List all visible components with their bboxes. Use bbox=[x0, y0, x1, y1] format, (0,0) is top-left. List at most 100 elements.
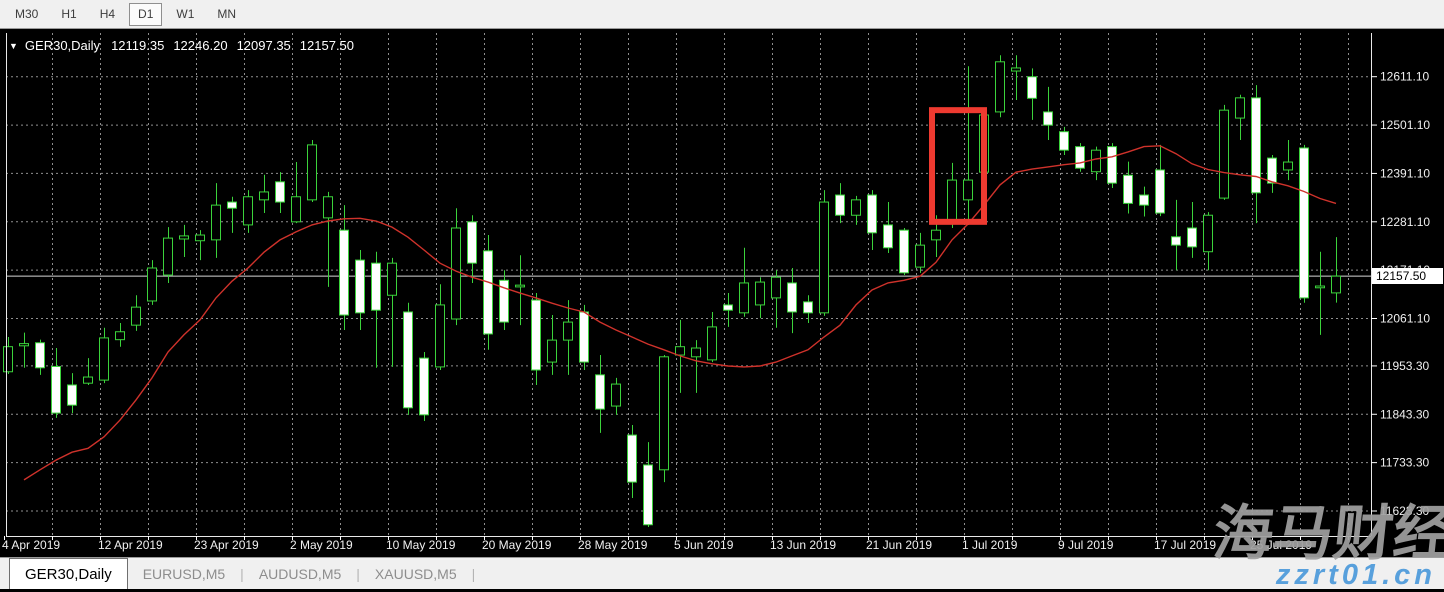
candle-body bbox=[675, 346, 685, 356]
candle-body bbox=[1315, 285, 1325, 289]
date-tick-label[interactable]: 2 May 2019 bbox=[290, 538, 353, 552]
candle-body bbox=[115, 331, 125, 341]
candle-body bbox=[227, 201, 237, 209]
candle-body bbox=[739, 282, 749, 314]
price-tick-label[interactable]: 12611.10 bbox=[1380, 70, 1429, 84]
date-tick-label[interactable]: 17 Jul 2019 bbox=[1154, 538, 1216, 552]
tab-divider: | bbox=[356, 565, 360, 582]
candle-body bbox=[275, 181, 285, 203]
candle-body bbox=[659, 356, 669, 471]
candle-body bbox=[355, 259, 365, 314]
candle-body bbox=[563, 321, 573, 341]
candle-body bbox=[547, 339, 557, 363]
period-button-w1[interactable]: W1 bbox=[176, 6, 195, 21]
date-tick-label[interactable]: 28 May 2019 bbox=[578, 538, 648, 552]
candle-body bbox=[291, 196, 301, 223]
candle-body bbox=[67, 384, 77, 406]
candle-body bbox=[1187, 227, 1197, 248]
candle-body bbox=[771, 276, 781, 299]
chart-tab-bar: GER30,Daily EURUSD,M5 | AUDUSD,M5 | XAUUSD,M5… bbox=[0, 557, 1444, 589]
chart-canvas[interactable]: 12611.1012501.1012391.1012281.1012171.10… bbox=[0, 29, 1444, 557]
date-tick-label[interactable]: 10 May 2019 bbox=[386, 538, 456, 552]
chart-title: ▼ GER30,Daily 12119.35 12246.20 12097.35… bbox=[9, 38, 363, 53]
candle-body bbox=[995, 61, 1005, 113]
candle-body bbox=[51, 365, 61, 414]
ohlc-close: 12157.50 bbox=[299, 38, 355, 53]
tab-ger30daily[interactable]: GER30,Daily bbox=[9, 558, 128, 589]
price-tick-label[interactable]: 11623.30 bbox=[1380, 504, 1429, 518]
candle-body bbox=[515, 284, 525, 288]
date-tick-label[interactable]: 23 Apr 2019 bbox=[194, 538, 259, 552]
candle-body bbox=[243, 196, 253, 226]
price-tick-label[interactable]: 11733.30 bbox=[1380, 456, 1429, 470]
candle-body bbox=[627, 434, 637, 483]
candle-body bbox=[963, 179, 973, 201]
candle-body bbox=[307, 144, 317, 201]
candle-body bbox=[803, 301, 813, 314]
price-tick-label[interactable]: 12281.10 bbox=[1380, 215, 1430, 229]
tab-divider: | bbox=[240, 565, 244, 582]
period-button-d1[interactable]: D1 bbox=[129, 2, 163, 26]
candle-body bbox=[1059, 131, 1069, 151]
candle-body bbox=[1235, 97, 1245, 119]
date-tick-label[interactable]: 5 Jun 2019 bbox=[674, 538, 734, 552]
ohlc-open: 12119.35 bbox=[111, 38, 165, 53]
period-button-h4[interactable]: H4 bbox=[99, 6, 116, 21]
date-tick-label[interactable]: 25 Jul 2019 bbox=[1250, 538, 1312, 552]
candle-body bbox=[467, 221, 477, 264]
symbol-dropdown-icon[interactable]: ▼ bbox=[9, 40, 18, 51]
candle-body bbox=[1091, 149, 1101, 173]
candle-body bbox=[723, 304, 733, 311]
candle-body bbox=[147, 267, 157, 302]
chart-symbol-label: GER30,Daily bbox=[24, 38, 101, 53]
price-tick-label[interactable]: 12391.10 bbox=[1380, 166, 1430, 180]
tab-audusdm5[interactable]: AUDUSD,M5 bbox=[258, 565, 342, 582]
candle-body bbox=[19, 343, 29, 347]
price-tick-label[interactable]: 12501.10 bbox=[1380, 118, 1430, 132]
date-tick-label[interactable]: 13 Jun 2019 bbox=[770, 538, 836, 552]
candle-body bbox=[1075, 146, 1085, 169]
candle-body bbox=[99, 337, 109, 381]
candle-body bbox=[819, 201, 829, 314]
tab-eurusdm5[interactable]: EURUSD,M5 bbox=[142, 565, 226, 582]
moving-average-line bbox=[23, 145, 1337, 481]
date-tick-label[interactable]: 4 Apr 2019 bbox=[2, 538, 60, 552]
price-tick-label[interactable]: 11843.30 bbox=[1380, 407, 1429, 421]
candle-body bbox=[83, 376, 93, 384]
candle-body bbox=[643, 464, 653, 526]
candle-body bbox=[1123, 174, 1133, 204]
candle-body bbox=[787, 282, 797, 313]
candle-body bbox=[579, 311, 589, 363]
candle-body bbox=[1283, 161, 1293, 171]
date-tick-label[interactable]: 1 Jul 2019 bbox=[962, 538, 1018, 552]
candle-body bbox=[1331, 275, 1341, 294]
candle-body bbox=[499, 279, 509, 323]
date-tick-label[interactable]: 20 May 2019 bbox=[482, 538, 552, 552]
candle-body bbox=[259, 191, 269, 201]
date-tick-label[interactable]: 21 Jun 2019 bbox=[866, 538, 932, 552]
price-tick-label[interactable]: 12061.10 bbox=[1380, 312, 1430, 326]
tab-xauusdm5[interactable]: XAUUSD,M5 bbox=[374, 565, 457, 582]
period-button-m30[interactable]: M30 bbox=[15, 6, 39, 21]
candle-body bbox=[883, 224, 893, 249]
period-button-mn[interactable]: MN bbox=[217, 6, 237, 21]
candle-body bbox=[1203, 214, 1213, 253]
ohlc-low: 12097.35 bbox=[236, 38, 291, 53]
candle-body bbox=[211, 204, 221, 241]
candle-body bbox=[1299, 147, 1309, 299]
candle-body bbox=[1139, 194, 1149, 206]
price-tick-label[interactable]: 11953.30 bbox=[1380, 359, 1429, 373]
date-tick-label[interactable]: 12 Apr 2019 bbox=[98, 538, 163, 552]
candle-body bbox=[419, 357, 429, 416]
period-button-h1[interactable]: H1 bbox=[61, 6, 77, 21]
candle-body bbox=[851, 199, 861, 216]
date-tick-label[interactable]: 9 Jul 2019 bbox=[1058, 538, 1114, 552]
candle-body bbox=[131, 306, 141, 326]
chart-window[interactable]: 12611.1012501.1012391.1012281.1012171.10… bbox=[0, 29, 1444, 567]
candle-body bbox=[339, 229, 349, 316]
current-price-box: 12157.50 bbox=[1372, 268, 1443, 284]
candle-body bbox=[755, 281, 765, 306]
candle-body bbox=[531, 299, 541, 371]
candle-body bbox=[707, 326, 717, 361]
candle-body bbox=[387, 262, 397, 296]
